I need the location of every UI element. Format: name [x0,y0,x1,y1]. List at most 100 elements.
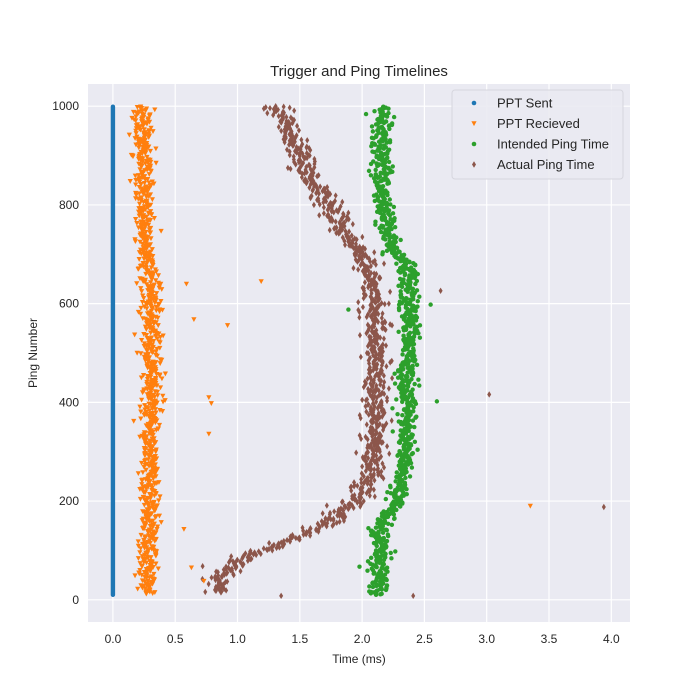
data-point [137,247,144,253]
data-point [285,146,290,153]
data-point [392,371,397,376]
data-point [139,482,145,487]
data-point [153,304,159,310]
data-point [143,198,149,204]
data-point [160,393,166,399]
data-point [397,299,403,304]
data-point [384,342,389,349]
data-point [360,484,365,491]
data-point [359,470,364,477]
data-point [409,432,414,437]
data-point [149,488,155,493]
data-point [357,564,362,569]
data-point [209,574,214,581]
data-point [157,307,163,313]
data-point [390,164,395,169]
data-point [127,179,133,184]
data-point [313,181,318,188]
data-point [148,125,154,131]
data-point [276,123,281,131]
legend-marker [471,141,477,147]
data-point [336,228,341,236]
data-point [142,534,148,540]
data-point [371,159,376,164]
data-point [135,543,142,549]
data-point [342,502,347,510]
data-point [360,488,365,496]
data-point [364,408,369,415]
data-point [382,572,388,577]
data-point [134,134,140,140]
data-point [145,217,152,223]
data-point [141,304,147,310]
data-point [191,317,197,323]
data-point [288,165,293,173]
data-point [151,480,157,486]
data-point [137,496,144,502]
data-point [377,420,382,428]
data-point [321,210,326,217]
data-point [143,184,149,190]
x-tick-label: 3.5 [541,632,558,646]
data-point [374,161,379,166]
data-point [399,284,405,290]
data-point [383,542,388,547]
data-point [142,130,148,135]
data-point [282,126,287,133]
data-point [238,567,243,575]
data-point [383,576,389,582]
data-point [150,504,156,510]
data-point [342,237,347,245]
data-points [110,103,606,600]
data-point [372,179,378,184]
data-point [379,299,384,307]
data-point [407,330,413,335]
data-point [256,548,261,555]
data-point [148,202,154,208]
data-point [153,561,159,567]
data-point [157,408,163,413]
data-point [360,284,365,292]
data-point [390,211,396,216]
data-point [359,476,364,483]
data-point [238,558,243,565]
data-point [319,518,324,525]
data-point [408,265,414,270]
data-point [388,321,393,328]
data-point [206,580,211,588]
data-point [154,346,160,352]
data-point [147,322,153,327]
data-point [138,375,144,381]
data-point [328,199,333,207]
data-point [389,522,395,527]
data-point [299,142,304,150]
data-point [407,273,412,278]
data-point [397,449,402,454]
data-point [138,409,144,415]
data-point [340,234,345,241]
data-point [380,310,385,317]
data-point [302,170,307,177]
data-point [341,510,346,518]
data-point [271,541,276,549]
data-point [373,548,379,553]
data-point [373,172,379,177]
data-point [372,108,377,114]
data-point [365,396,370,403]
data-point [143,467,149,473]
data-point [487,391,492,398]
data-point [368,386,373,394]
data-point [265,109,270,117]
data-point [145,457,151,463]
data-point [151,338,157,344]
data-point [362,378,367,385]
data-point [309,171,314,178]
data-point [391,233,397,238]
data-point [404,387,410,393]
data-point [368,173,374,178]
data-point [213,573,218,580]
data-point [336,208,341,216]
data-point [365,474,370,482]
data-point [411,409,416,414]
